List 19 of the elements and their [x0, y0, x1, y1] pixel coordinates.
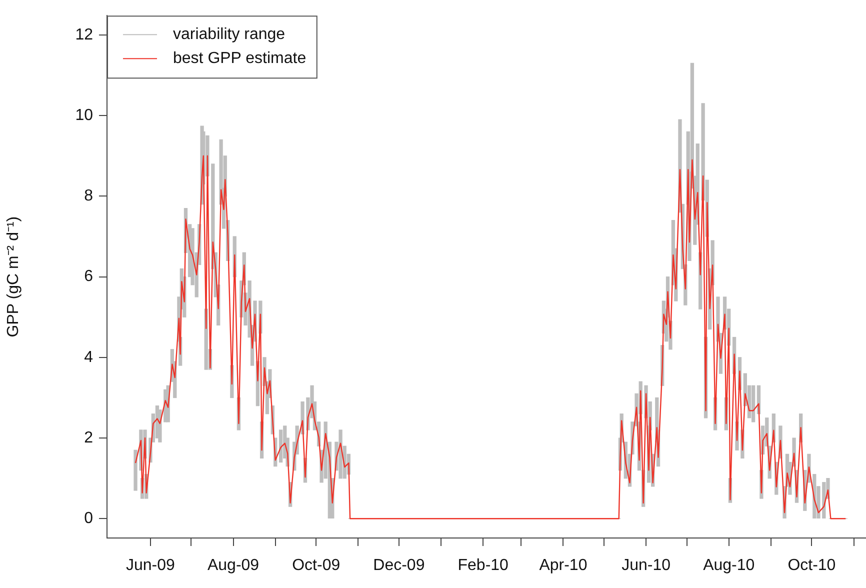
legend-label: best GPP estimate	[173, 50, 306, 68]
legend-label: variability range	[173, 26, 286, 44]
y-tick-label: 8	[84, 188, 94, 205]
y-axis-title: GPP (gC m⁻² d⁻¹)	[5, 216, 22, 338]
x-tick-label: Jun-10	[622, 557, 671, 574]
x-tick-label: Oct-09	[292, 557, 340, 574]
y-tick-label: 12	[75, 26, 94, 44]
x-tick-label: Apr-10	[539, 557, 588, 574]
x-tick-label: Dec-09	[373, 557, 425, 574]
x-tick-label: Jun-09	[126, 557, 176, 574]
x-tick-label: Oct-10	[788, 557, 836, 574]
x-tick-label: Feb-10	[458, 557, 509, 574]
y-tick-label: 2	[84, 429, 94, 446]
y-tick-label: 4	[84, 348, 94, 366]
y-tick-label: 10	[75, 106, 94, 124]
x-tick-label: Aug-09	[207, 557, 260, 574]
y-tick-label: 0	[84, 510, 94, 528]
y-tick-label: 6	[84, 268, 94, 286]
x-tick-label: Aug-10	[703, 557, 755, 574]
